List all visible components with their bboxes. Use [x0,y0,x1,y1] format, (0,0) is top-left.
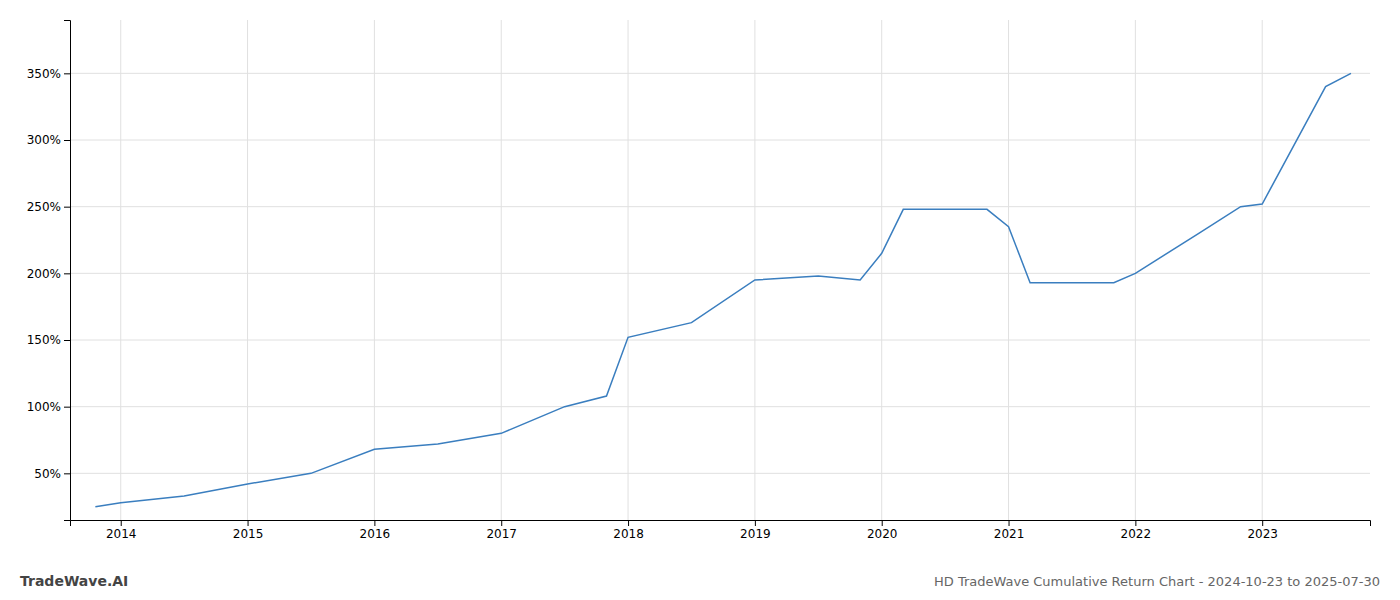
tick-mark [374,520,375,526]
tick: 250% [27,200,70,214]
tick-mark [64,273,70,274]
tick-mark [248,520,249,526]
grid-line-y [70,473,1370,474]
grid-line-x [501,20,502,520]
tick-label: 2020 [867,527,898,541]
tick-label: 2017 [486,527,517,541]
tick-label: 2014 [106,527,137,541]
axis-line [64,21,71,521]
plot-root: 2014 2015 2016 2017 2018 2019 2020 2021 2022 2023… [27,20,1371,541]
grid [70,20,1370,520]
grid-line-y [70,406,1370,407]
tick: 300% [27,133,70,147]
axis-line [71,521,1371,527]
tick-label: 150% [27,333,61,347]
tick-mark [64,340,70,341]
watermark: TradeWave.AI [20,573,128,589]
tick-mark [882,520,883,526]
tick-label: 2022 [1121,527,1152,541]
tick: 2014 [106,520,137,541]
tick-mark [64,207,70,208]
grid-line-y [70,73,1370,74]
tick-mark [121,520,122,526]
tick: 2022 [1121,520,1152,541]
x-axis: 2014 2015 2016 2017 2018 2019 2020 2021 2022 2023 [71,520,1371,541]
tick: 2019 [740,520,771,541]
chart-svg: 2014 2015 2016 2017 2018 2019 2020 2021 2022 2023… [0,0,1400,600]
marks [95,73,1351,506]
tick-label: 2021 [994,527,1025,541]
line [95,73,1351,506]
grid-line-x [881,20,882,520]
tick-mark [64,73,70,74]
tick-label: 200% [27,267,61,281]
grid-line-x [1008,20,1009,520]
grid-line-y [70,140,1370,141]
tick: 100% [27,400,70,414]
tick-mark [628,520,629,526]
chart-container: 2014 2015 2016 2017 2018 2019 2020 2021 2022 2023… [0,0,1400,600]
title: HD TradeWave Cumulative Return Chart - 2… [934,574,1380,589]
grid-line-y [70,340,1370,341]
tick-label: 2016 [360,527,391,541]
y-axis: 50% 100% 150% 200% 250% 300% 350% [27,21,71,521]
tick-label: 2023 [1247,527,1278,541]
tick-label: 2018 [613,527,644,541]
tick-label: 50% [34,467,61,481]
tick: 2017 [486,520,517,541]
grid-line-x [247,20,248,520]
tick-mark [1135,520,1136,526]
tick-mark [64,473,70,474]
tick: 350% [27,67,70,81]
tick: 150% [27,333,70,347]
grid-line-x [1262,20,1263,520]
grid-line-y [70,206,1370,207]
tick-mark [64,140,70,141]
tick: 2021 [994,520,1025,541]
tick-mark [755,520,756,526]
tick-label: 350% [27,67,61,81]
tick-label: 2015 [233,527,264,541]
tick-label: 250% [27,200,61,214]
tick-mark [1262,520,1263,526]
tick-label: 100% [27,400,61,414]
grid-line-x [1135,20,1136,520]
tick: 2015 [233,520,264,541]
tick-label: 300% [27,133,61,147]
grid-line-x [374,20,375,520]
tick: 2018 [613,520,644,541]
tick-label: 2019 [740,527,771,541]
tick: 50% [34,467,70,481]
tick: 2016 [360,520,391,541]
tick: 2020 [867,520,898,541]
tick-mark [501,520,502,526]
tick-mark [1009,520,1010,526]
grid-line-x [120,20,121,520]
grid-line-y [70,273,1370,274]
grid-line-x [754,20,755,520]
grid-line-x [628,20,629,520]
tick: 200% [27,267,70,281]
tick: 2023 [1247,520,1278,541]
tick-mark [64,407,70,408]
